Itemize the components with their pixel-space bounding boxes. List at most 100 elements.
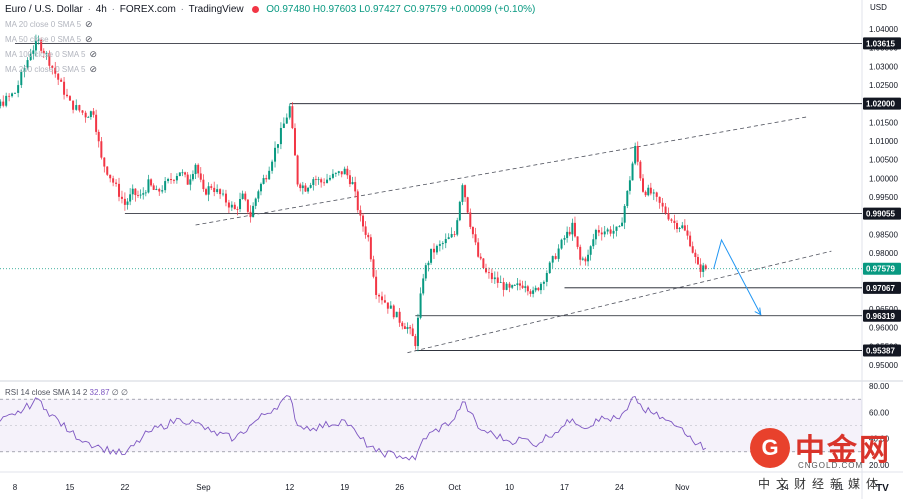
candle-body (89, 111, 92, 118)
candle-body (603, 231, 606, 235)
candle-body (282, 123, 285, 128)
candle-body (194, 164, 197, 175)
watermark-url: CNGOLD.COM (798, 461, 864, 470)
candle-body (560, 239, 563, 249)
candle-body (571, 222, 574, 235)
indicator-ma20[interactable]: MA 20 close 0 SMA 5 ⊘ (5, 19, 93, 30)
candle-body (219, 189, 222, 195)
tradingview-logo[interactable]: TV (876, 483, 889, 494)
price-label-text: 0.96319 (866, 312, 895, 321)
candle-body (438, 244, 441, 246)
candle-body (661, 202, 664, 207)
candle-body (398, 311, 401, 323)
rsi-line (0, 395, 707, 461)
candle-body (14, 92, 16, 94)
candle-body (320, 179, 323, 183)
candle-body (600, 232, 603, 235)
candle-body (222, 193, 225, 195)
candle-body (389, 305, 392, 309)
candle-body (623, 205, 626, 223)
candle-body (45, 52, 48, 54)
candle-body (210, 186, 213, 188)
candle-body (681, 225, 684, 228)
candle-body (54, 67, 57, 74)
candle-body (106, 166, 109, 175)
candle-body (227, 202, 230, 208)
eye-off-icon[interactable]: ⊘ (89, 49, 98, 59)
candle-body (123, 198, 126, 205)
rsi-legend[interactable]: RSI 14 close SMA 14 2 32.87 ∅ ∅ (5, 388, 128, 397)
candle-body (592, 239, 595, 247)
candle-body (279, 127, 282, 145)
candle-body (312, 179, 315, 186)
y-tick-label: 1.04000 (869, 25, 898, 34)
eye-off-icon[interactable]: ⊘ (85, 19, 93, 29)
candle-body (268, 170, 271, 180)
candle-body (644, 191, 647, 196)
candle-body (23, 67, 26, 72)
candle-body (254, 198, 257, 206)
candle-body (490, 272, 493, 280)
candle-body (170, 178, 173, 181)
indicator-ma100[interactable]: MA 100 close 0 SMA 5 ⊘ (5, 49, 97, 60)
candle-body (557, 248, 560, 259)
rsi-value: 32.87 (89, 388, 110, 397)
candle-body (34, 40, 37, 51)
candle-body (647, 187, 650, 196)
candle-body (621, 222, 624, 227)
candle-body (615, 226, 618, 231)
candle-body (511, 285, 514, 288)
candle-body (186, 174, 189, 185)
x-tick-label: 10 (505, 483, 514, 492)
price-label-text: 0.97579 (866, 265, 895, 274)
candle-body (566, 231, 569, 238)
currency-label[interactable]: USD (870, 3, 887, 12)
candle-body (72, 100, 75, 110)
rsi-tick-label: 20.00 (869, 461, 890, 470)
candle-body (184, 172, 187, 175)
candle-body (631, 163, 634, 181)
indicator-ma200[interactable]: MA 200 close 0 SMA 5 ⊘ (5, 64, 97, 75)
symbol-name[interactable]: Euro / U.S. Dollar (5, 4, 83, 15)
candle-body (139, 194, 142, 196)
candle-body (594, 229, 597, 240)
candle-body (658, 196, 661, 203)
candle-body (573, 222, 576, 237)
eye-off-icon[interactable]: ⊘ (89, 64, 98, 74)
x-tick-label: 19 (340, 483, 349, 492)
eye-off-icon[interactable]: ⊘ (85, 34, 93, 44)
low-value: L0.97427 (359, 4, 401, 15)
x-tick-label: Sep (196, 483, 211, 492)
candle-body (351, 182, 354, 185)
indicator-ma50[interactable]: MA 50 close 0 SMA 5 ⊘ (5, 34, 93, 45)
x-tick-label: 8 (13, 483, 18, 492)
candle-body (587, 254, 590, 262)
y-tick-label: 1.00500 (869, 156, 898, 165)
candle-body (369, 237, 372, 260)
candle-body (233, 204, 236, 210)
candle-body (686, 230, 689, 236)
candle-body (430, 248, 433, 263)
candle-body (147, 179, 150, 193)
candle-body (348, 175, 351, 185)
candle-body (126, 201, 129, 205)
candle-body (655, 192, 658, 197)
candle-body (416, 317, 419, 347)
candle-body (299, 184, 302, 189)
candle-body (236, 209, 239, 210)
candle-body (60, 79, 63, 82)
interval-label[interactable]: 4h (95, 4, 107, 15)
chart-header: Euro / U.S. Dollar · 4h · FOREX.com · Tr… (5, 4, 536, 15)
candle-body (502, 282, 505, 290)
candle-body (673, 220, 676, 224)
watermark-logo: G (750, 428, 790, 468)
candle-body (618, 226, 621, 227)
candle-body (422, 278, 425, 294)
candle-body (461, 185, 464, 202)
candle-body (606, 229, 609, 232)
indicator-label: MA 100 close 0 SMA 5 (5, 50, 86, 59)
candle-body (532, 290, 535, 294)
candle-body (485, 268, 487, 273)
candle-body (129, 194, 132, 202)
